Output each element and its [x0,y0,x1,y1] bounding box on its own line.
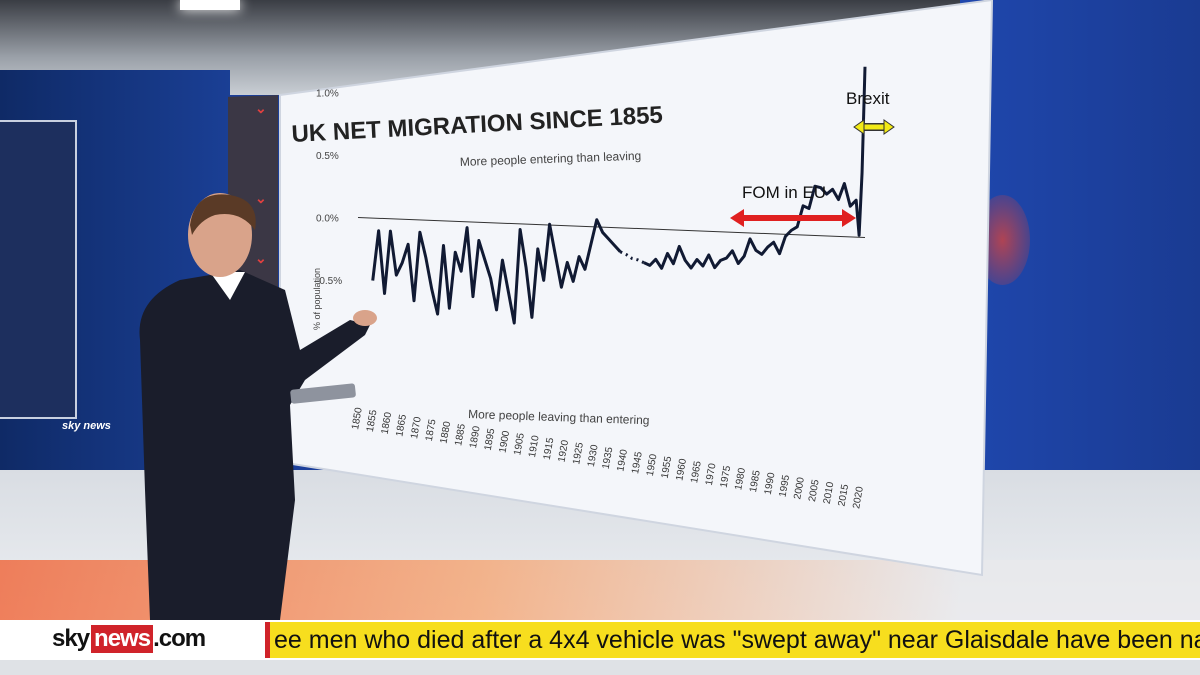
x-tick-label: 1870 [409,416,424,440]
presenter-figure [139,193,377,620]
x-tick-label: 2020 [851,485,866,509]
migration-series-line [643,66,867,270]
x-tick-label: 1915 [542,437,557,461]
brexit-arrow-right-head [883,119,895,135]
sky-news-logo: sky news .com [52,625,206,653]
x-tick-label: 1990 [763,471,778,495]
ticker-headline-bar: ee men who died after a 4x4 vehicle was … [265,622,1200,658]
x-tick-label: 1925 [571,441,586,465]
x-tick-label: 1930 [586,443,601,467]
presenter-collar [210,272,245,300]
ceiling-light [180,0,240,10]
ticker-underline [0,660,1200,675]
y-ticks: 1.0% 0.5% 0.0% -0.5% [316,89,342,288]
x-tick-label: 1995 [778,474,793,498]
x-tick-label: 1970 [704,462,719,486]
logo-com-text: .com [153,625,206,652]
x-tick-label: 1900 [498,430,513,454]
x-ticks: 1850 1855 1860 1865 1870 1875 1880 1885 1890 1895… [350,406,866,509]
x-tick-label: 2000 [792,476,807,500]
migration-series-line [619,250,645,265]
brexit-arrow-left-head [853,119,865,135]
x-tick-label: 1905 [512,432,527,456]
x-tick-label: 1875 [424,418,439,442]
logo-news-text: news [91,625,154,653]
chevron-down-icon: ⌄ [255,190,267,206]
fom-arrow-left-head [730,209,744,227]
fom-arrow-right-head [842,209,856,227]
logo-sky-text: sky [52,625,90,652]
x-tick-label: 1980 [733,467,748,491]
fom-annotation: FOM in EU [730,183,856,227]
brexit-annotation: Brexit [846,89,895,135]
y-tick-label: 0.5% [316,151,339,162]
left-video-panel [0,120,77,419]
x-tick-label: 1985 [748,469,763,493]
x-tick-label: 1910 [527,434,542,458]
x-tick-label: 1945 [630,450,645,474]
x-tick-label: 2015 [836,483,851,507]
x-tick-label: 1885 [453,423,468,447]
x-tick-label: 1975 [719,464,734,488]
ticker-headline: ee men who died after a 4x4 vehicle was … [274,626,1200,654]
x-tick-label: 1855 [365,409,380,433]
chart-series [371,66,867,325]
x-tick-label: 1895 [483,427,498,451]
x-tick-label: 1960 [674,457,689,481]
y-tick-label: 1.0% [316,89,339,100]
migration-series-line [371,218,622,325]
x-tick-label: 1860 [380,411,395,435]
y-tick-label: 0.0% [316,214,339,225]
chart-bottom-caption: More people leaving than entering [468,407,650,427]
tablet-device [290,383,356,404]
x-tick-label: 2005 [807,478,822,502]
migration-chart: UK NET MIGRATION SINCE 1855 More people … [279,0,994,577]
x-tick-label: 1850 [350,406,365,430]
presenter-hand [353,310,377,326]
x-tick-label: 1920 [556,439,571,463]
x-tick-label: 1955 [660,455,675,479]
zero-baseline [357,217,866,238]
chevron-down-icon: ⌄ [255,100,267,116]
fom-label: FOM in EU [742,183,826,202]
left-sky-news-logo: sky news [62,420,111,432]
x-tick-label: 1950 [645,453,660,477]
x-tick-label: 1865 [394,413,409,437]
chart-subtitle: More people entering than leaving [460,149,642,169]
video-wall-screen: UK NET MIGRATION SINCE 1855 More people … [270,0,1000,580]
x-tick-label: 1940 [615,448,630,472]
chart-panel [279,0,994,577]
x-tick-label: 1935 [601,446,616,470]
x-tick-label: 1965 [689,460,704,484]
x-tick-label: 2010 [822,481,837,505]
chevron-down-icon: ⌄ [255,250,267,266]
x-tick-label: 1890 [468,425,483,449]
brexit-label: Brexit [846,89,890,108]
x-tick-label: 1880 [439,420,454,444]
presenter-hair [190,194,256,235]
presenter-suit [139,270,370,620]
y-tick-label: -0.5% [316,276,342,287]
y-axis-label: % of population [312,268,322,330]
